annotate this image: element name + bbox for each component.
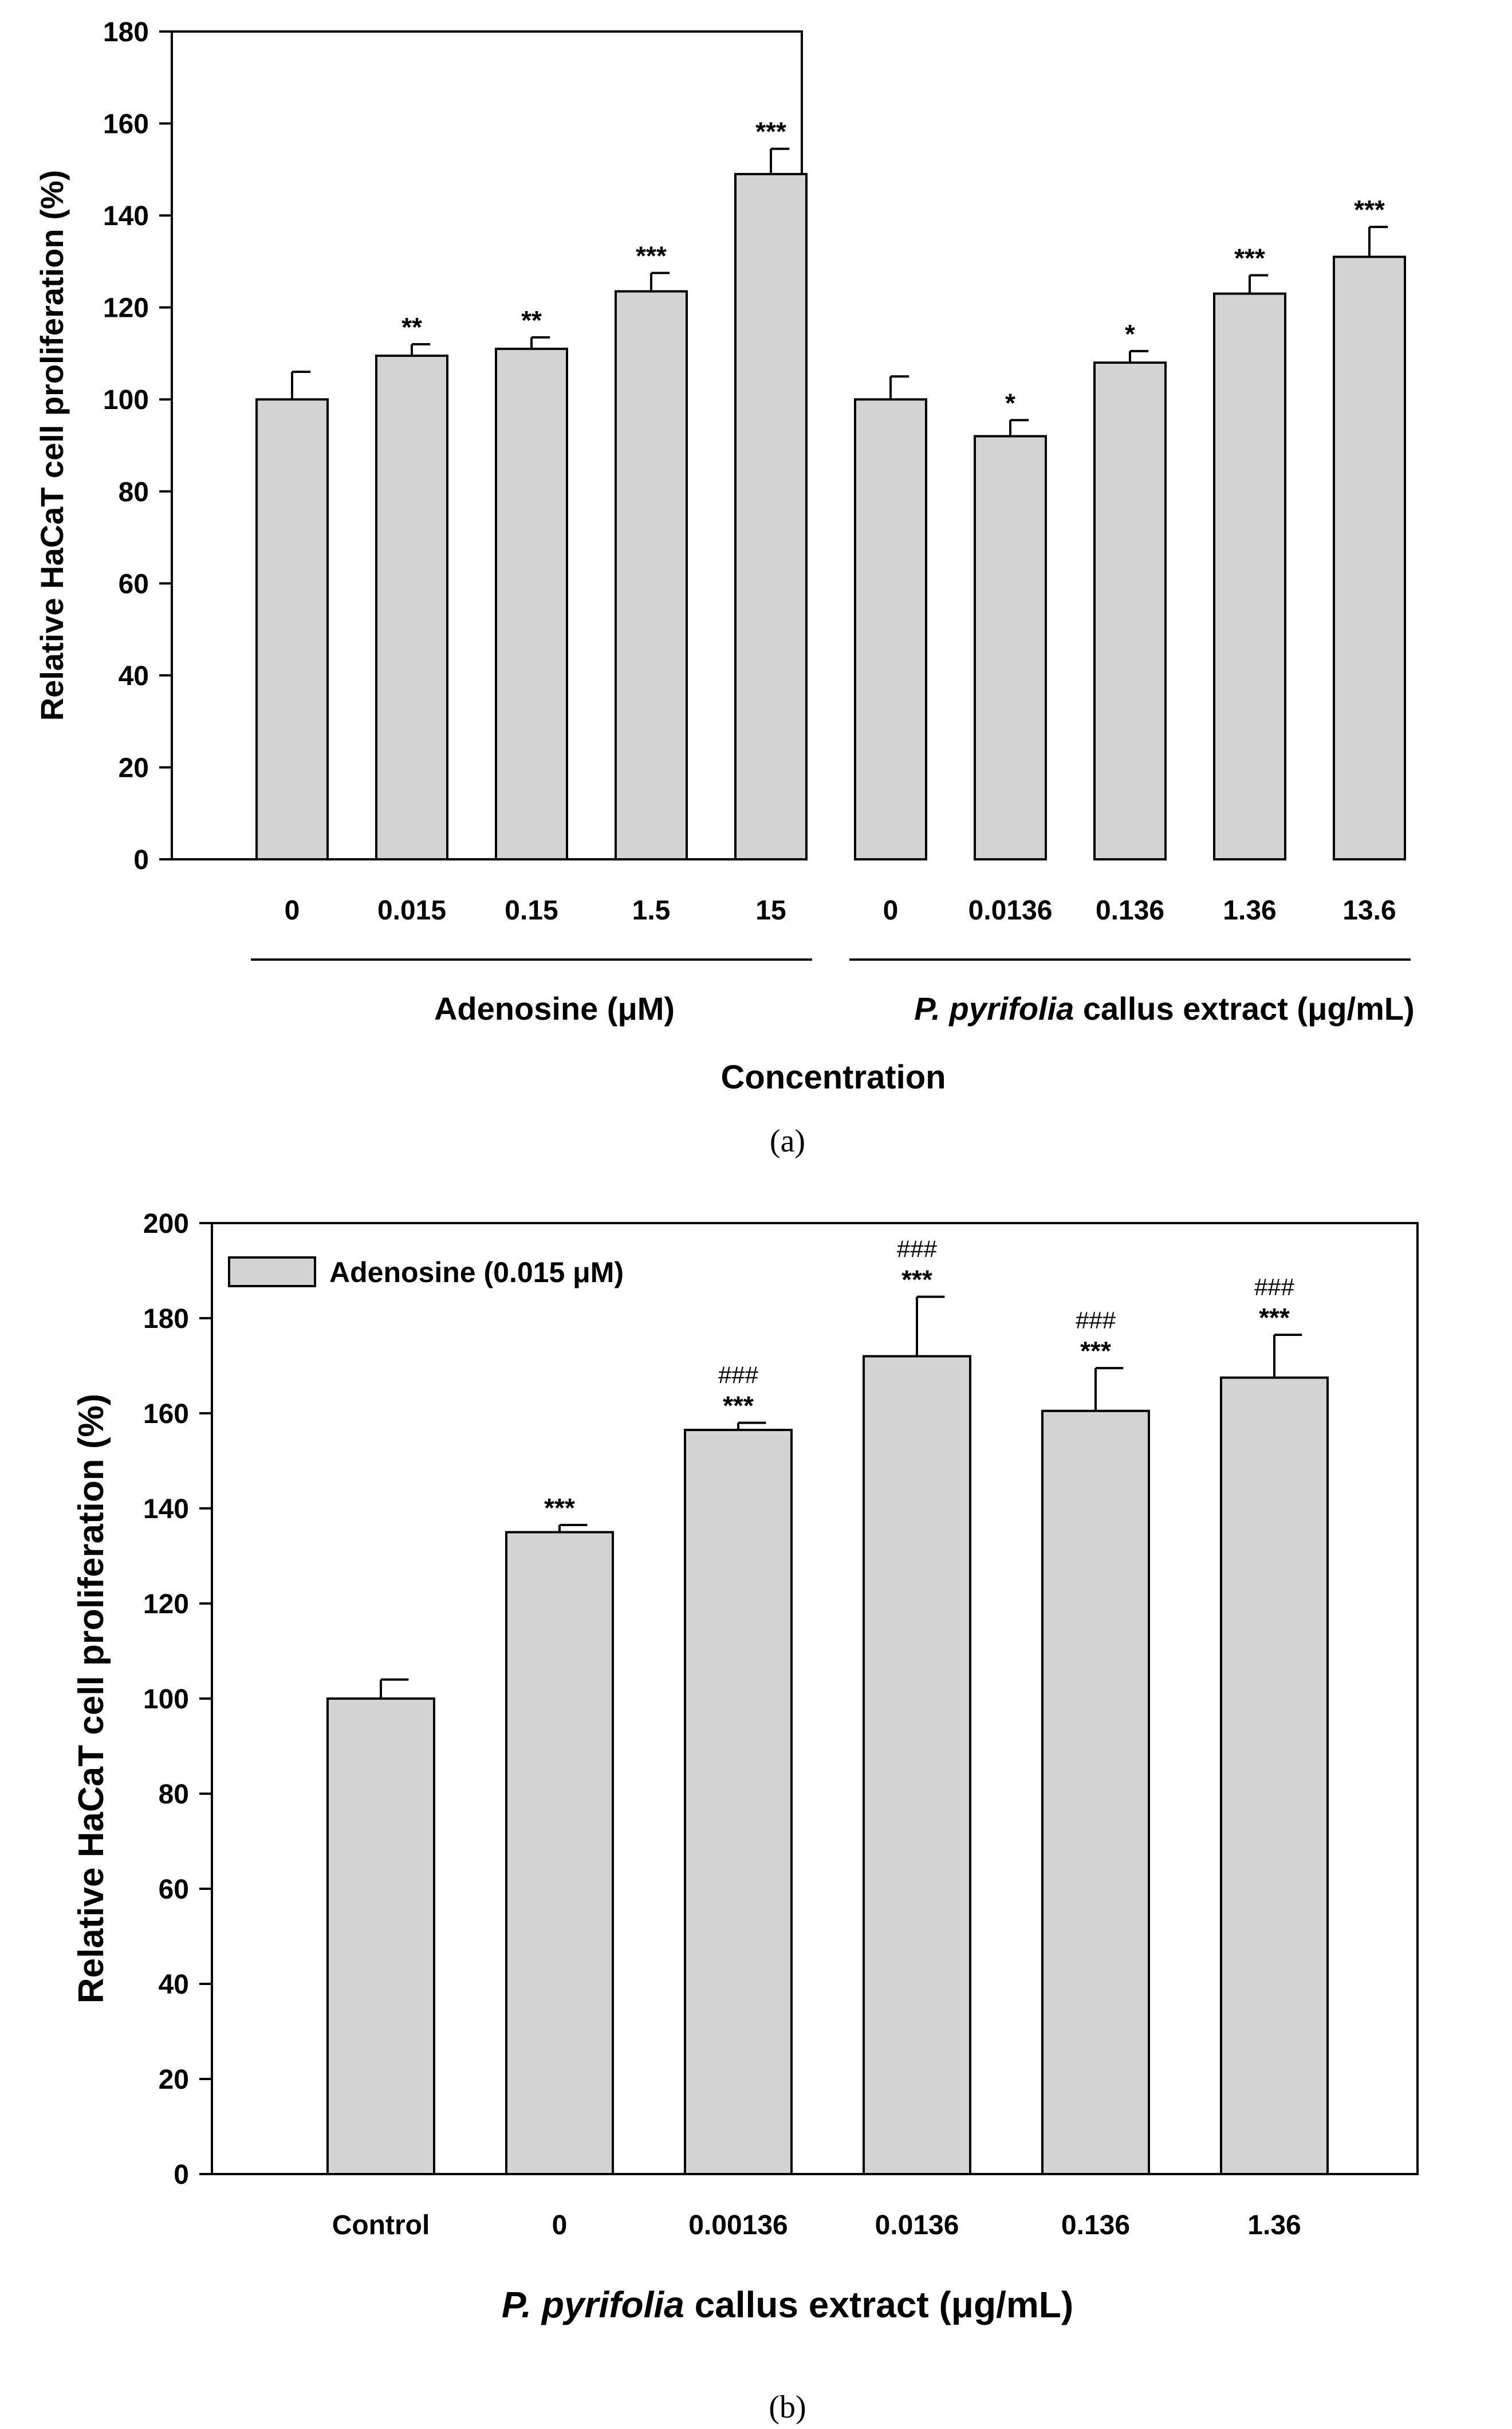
x-tick-label: 15	[755, 895, 786, 926]
significance-star-label: *	[1005, 388, 1015, 418]
x-tick-label: 1.5	[632, 895, 671, 926]
x-axis-label: Concentration	[720, 1059, 946, 1096]
significance-star-label: ***	[901, 1265, 932, 1295]
significance-hash-label: ###	[1254, 1274, 1295, 1300]
x-tick-label: 0.136	[1096, 895, 1164, 926]
y-tick-label: 0	[133, 845, 149, 875]
bar	[854, 398, 927, 860]
significance-star-label: ***	[755, 117, 786, 147]
bar	[505, 1531, 614, 2175]
significance-star-label: ***	[544, 1493, 575, 1523]
y-tick-label: 20	[159, 2065, 189, 2095]
x-tick-label: Control	[332, 2210, 430, 2241]
x-axis-label-italic: P. pyrifolia	[502, 2284, 684, 2325]
x-tick-label: 0.0136	[875, 2210, 959, 2241]
significance-star-label: ***	[1234, 243, 1265, 273]
group-label-text: callus extract (μg/mL)	[1074, 991, 1414, 1027]
panel-b-caption: (b)	[769, 2389, 806, 2425]
x-tick-label: 0	[552, 2210, 568, 2241]
x-tick-label: 0.15	[505, 895, 558, 926]
x-tick-label: 0.136	[1061, 2210, 1130, 2241]
significance-hash-label: ###	[897, 1236, 938, 1263]
bar	[495, 347, 568, 860]
x-tick-label: 0.0136	[968, 895, 1053, 926]
legend-label: Adenosine (0.015 μM)	[329, 1256, 624, 1288]
bar	[326, 1697, 435, 2175]
y-tick-label: 200	[143, 1209, 189, 1239]
bar	[1333, 256, 1406, 861]
y-tick-label: 40	[159, 1970, 189, 2000]
x-tick-label: 0.015	[377, 895, 446, 926]
panel-a-caption: (a)	[770, 1123, 805, 1159]
significance-star-label: **	[521, 305, 542, 335]
group-label-text: Adenosine (μM)	[434, 991, 675, 1027]
significance-star-label: **	[401, 312, 422, 342]
bar	[684, 1429, 793, 2175]
bar	[1093, 361, 1167, 860]
legend-swatch	[228, 1256, 316, 1287]
significance-hash-label: ###	[1076, 1307, 1116, 1334]
bar	[375, 354, 448, 860]
significance-star-label: ***	[1080, 1336, 1111, 1366]
y-tick-label: 80	[119, 477, 149, 508]
significance-star-label: ***	[1354, 195, 1385, 225]
bar	[1213, 292, 1286, 860]
x-tick-label: 13.6	[1342, 895, 1396, 926]
bar	[1220, 1376, 1329, 2175]
y-axis-label: Relative HaCaT cell proliferation (%)	[34, 170, 70, 721]
y-tick-label: 160	[143, 1399, 189, 1429]
group-label: P. pyrifolia callus extract (μg/mL)	[914, 991, 1415, 1027]
bar	[615, 290, 688, 860]
y-tick-label: 120	[103, 293, 149, 324]
y-tick-label: 20	[119, 753, 149, 783]
significance-star-label: ***	[1259, 1303, 1290, 1333]
y-tick-label: 180	[103, 17, 149, 48]
bar	[863, 1355, 971, 2175]
x-axis-label: P. pyrifolia callus extract (μg/mL)	[502, 2284, 1073, 2325]
y-tick-label: 120	[143, 1589, 189, 1620]
y-tick-label: 140	[103, 201, 149, 231]
chart-panel-a: 0 20 40 60 80 100 120 140 160 180 Relative HaCaT c…	[34, 17, 1415, 1096]
y-tick-label: 140	[143, 1494, 189, 1524]
y-tick-label: 180	[143, 1304, 189, 1334]
bar	[255, 398, 329, 860]
x-tick-label: 0.00136	[688, 2210, 788, 2241]
significance-star-label: ***	[723, 1391, 754, 1421]
y-tick-label: 80	[159, 1779, 189, 1810]
group-label: Adenosine (μM)	[434, 991, 675, 1027]
y-axis-label: Relative HaCaT cell proliferation (%)	[72, 1394, 111, 2004]
y-tick-label: 60	[119, 569, 149, 599]
bar	[1041, 1409, 1150, 2176]
significance-star-label: ***	[636, 241, 667, 270]
significance-hash-label: ###	[718, 1362, 759, 1389]
x-tick-label: 0	[883, 895, 899, 926]
group-label-italic: P. pyrifolia	[914, 991, 1074, 1027]
y-tick-label: 160	[103, 109, 149, 140]
y-tick-label: 60	[159, 1874, 189, 1905]
y-tick-label: 100	[103, 385, 149, 415]
y-tick-label: 100	[143, 1684, 189, 1715]
chart-panel-b: 0 20 40 60 80 100 120 140 160 180 200 Relative HaCa…	[72, 1209, 1419, 2325]
x-tick-label: 1.36	[1247, 2210, 1301, 2241]
y-tick-label: 40	[119, 661, 149, 691]
x-tick-label: 0	[285, 895, 300, 926]
x-axis-label-text: callus extract (μg/mL)	[684, 2284, 1073, 2325]
x-tick-label: 1.36	[1223, 895, 1276, 926]
y-tick-label: 0	[174, 2160, 189, 2190]
bar	[974, 435, 1047, 860]
bar	[734, 172, 808, 861]
significance-star-label: *	[1125, 319, 1135, 349]
